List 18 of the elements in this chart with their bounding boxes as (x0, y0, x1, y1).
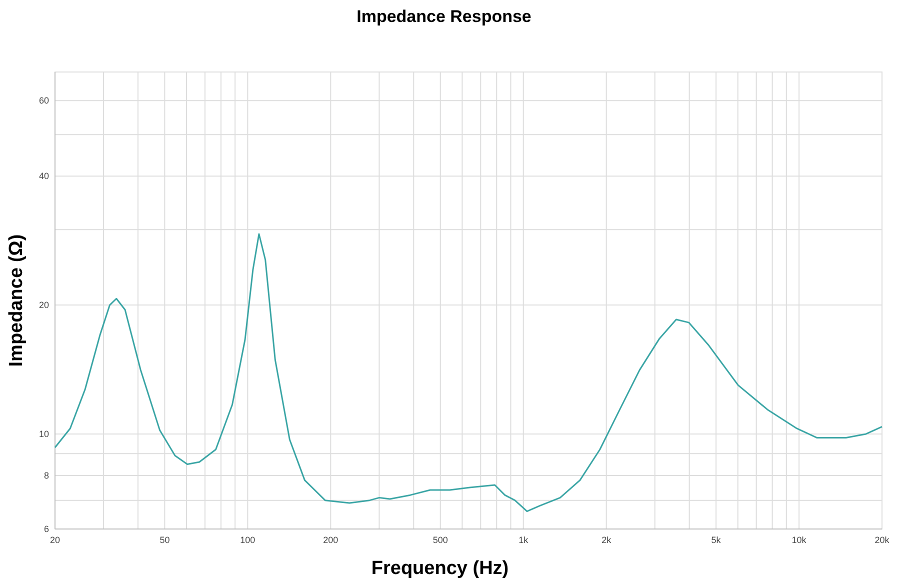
x-axis-title: Frequency (Hz) (371, 558, 509, 579)
chart-title: Impedance Response (356, 7, 532, 26)
y-tick-label: 10 (38, 428, 49, 439)
x-tick-label: 200 (323, 535, 338, 545)
x-tick-label: 5k (711, 535, 722, 545)
y-tick-label: 6 (44, 524, 49, 534)
x-tick-label: 20k (874, 535, 890, 545)
x-tick-label: 10k (792, 535, 807, 545)
y-tick-label: 60 (38, 96, 49, 106)
x-tick-label: 50 (160, 535, 170, 545)
x-tick-label: 2k (602, 535, 612, 545)
y-tick-label: 40 (38, 171, 49, 182)
y-tick-label: 20 (38, 300, 49, 310)
x-tick-label: 1k (518, 535, 529, 545)
x-tick-label: 100 (240, 535, 256, 545)
y-tick-label: 8 (44, 470, 49, 480)
y-axis-title: Impedance (Ω) (6, 234, 27, 367)
x-tick-label: 500 (432, 535, 448, 545)
